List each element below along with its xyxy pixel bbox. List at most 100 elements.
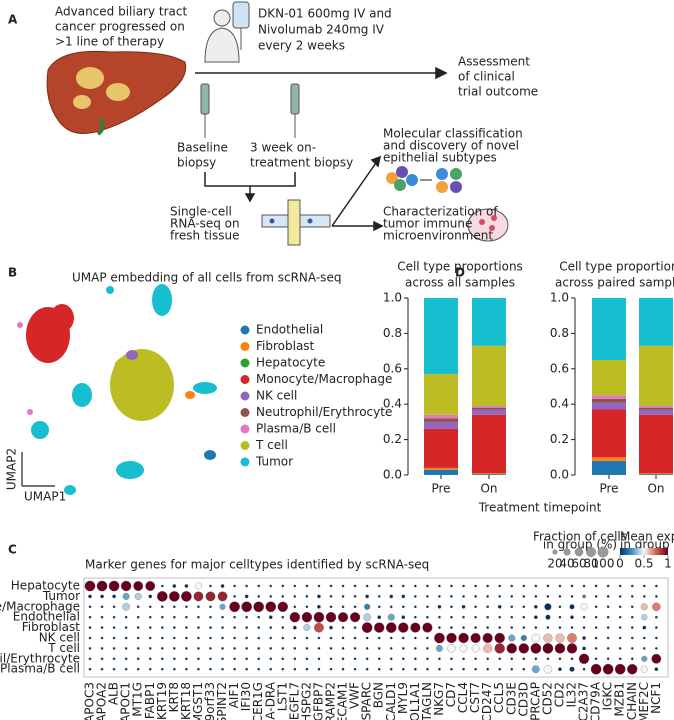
dot xyxy=(606,647,610,650)
dot xyxy=(217,591,228,602)
bar-segment xyxy=(424,418,458,422)
outcome-text: trial outcome xyxy=(458,85,538,99)
dot xyxy=(365,636,369,640)
dot xyxy=(508,634,516,642)
dot xyxy=(522,615,526,619)
row-label: Tumor xyxy=(42,589,80,603)
dot xyxy=(197,605,200,609)
gene-label: ALB xyxy=(107,682,121,705)
bar-segment xyxy=(639,409,673,415)
dot xyxy=(546,626,550,629)
dot xyxy=(353,595,357,598)
dot xyxy=(305,667,309,671)
x-tick-label: On xyxy=(480,482,497,496)
dot xyxy=(522,584,526,588)
dot xyxy=(389,657,393,661)
dot xyxy=(245,626,248,629)
dot xyxy=(160,667,164,671)
dot xyxy=(241,601,252,613)
dot xyxy=(136,647,140,650)
dot xyxy=(510,615,514,619)
gene-label: CD3E xyxy=(504,682,518,715)
dot xyxy=(642,636,646,640)
dot xyxy=(414,657,417,661)
dot xyxy=(245,647,248,650)
dot xyxy=(281,626,285,629)
dot xyxy=(438,657,441,661)
dot xyxy=(462,615,465,619)
gene-label: AIF1 xyxy=(227,682,241,708)
dot xyxy=(221,647,224,650)
bar-segment xyxy=(639,414,673,474)
dot xyxy=(277,601,288,612)
panel-letter: D xyxy=(455,266,465,280)
dot xyxy=(618,605,622,609)
dot xyxy=(293,647,297,650)
dot xyxy=(341,584,345,588)
dot xyxy=(655,636,658,640)
dot xyxy=(209,584,212,588)
dot xyxy=(401,615,406,620)
gene-label: MYL9 xyxy=(396,682,410,714)
dot xyxy=(281,595,285,598)
bar-segment xyxy=(592,298,626,360)
dot xyxy=(498,584,502,588)
bar-segment xyxy=(592,457,626,461)
dot xyxy=(221,657,224,661)
dot xyxy=(498,667,502,671)
dot xyxy=(438,626,441,629)
dot xyxy=(317,636,321,640)
dot xyxy=(160,636,164,640)
dot xyxy=(257,626,261,629)
dot xyxy=(353,647,357,650)
dot xyxy=(148,605,152,609)
dot xyxy=(317,604,321,609)
dot xyxy=(461,604,466,609)
dot xyxy=(618,657,622,661)
dot xyxy=(438,584,441,588)
row-label: Monocyte/Macrophage xyxy=(0,599,80,613)
dot xyxy=(96,580,108,592)
dot xyxy=(173,636,176,640)
y-tick-label: 0.0 xyxy=(383,468,402,482)
legend-label: Fibroblast xyxy=(256,339,315,353)
immune-text: Characterization of xyxy=(383,205,498,219)
gene-label: IL32 xyxy=(565,682,579,708)
y-tick-label: 0.4 xyxy=(383,397,402,411)
dot xyxy=(426,595,429,598)
dot xyxy=(245,657,248,661)
legend-label: Endothelial xyxy=(256,323,323,337)
dot xyxy=(655,595,658,598)
dot xyxy=(543,633,553,643)
dot xyxy=(569,666,575,672)
umap-scatter xyxy=(17,284,217,495)
dot xyxy=(88,615,92,619)
dot xyxy=(160,615,164,619)
dot xyxy=(341,647,345,650)
classification-text: Molecular classification xyxy=(383,127,523,141)
dot xyxy=(329,636,333,640)
dot xyxy=(365,647,369,650)
dot xyxy=(221,636,224,640)
dot xyxy=(341,626,345,629)
dot xyxy=(293,657,297,661)
dot xyxy=(233,647,236,650)
bar-segment xyxy=(472,409,506,415)
dot xyxy=(618,584,622,588)
gene-label: FABP1 xyxy=(143,682,157,719)
dot xyxy=(257,667,261,671)
bar-segment xyxy=(472,474,506,475)
dot xyxy=(655,615,658,619)
dot xyxy=(401,605,405,609)
dot xyxy=(389,584,393,588)
classification-text: and discovery of novel xyxy=(383,139,519,153)
bar-segment xyxy=(424,428,458,468)
dot xyxy=(317,594,321,599)
dot xyxy=(474,657,477,661)
gene-label: CST7 xyxy=(468,682,482,713)
dot xyxy=(534,604,538,609)
dot xyxy=(124,647,128,650)
dot xyxy=(341,636,345,640)
dot xyxy=(100,626,104,629)
y-tick-label: 0.6 xyxy=(550,361,569,375)
